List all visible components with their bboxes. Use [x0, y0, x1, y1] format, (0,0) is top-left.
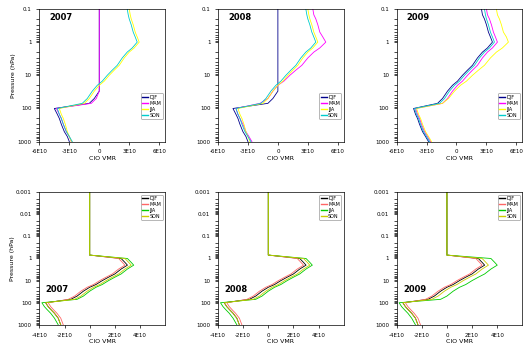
Legend: DJF, MAM, JJA, SON: DJF, MAM, JJA, SON: [141, 195, 163, 220]
Legend: DJF, MAM, JJA, SON: DJF, MAM, JJA, SON: [498, 195, 520, 220]
Text: 2008: 2008: [228, 13, 251, 22]
Text: 2009: 2009: [407, 13, 430, 22]
Text: 2007: 2007: [46, 285, 69, 294]
Y-axis label: Pressure (hPa): Pressure (hPa): [12, 53, 16, 98]
Legend: DJF, MAM, JJA, SON: DJF, MAM, JJA, SON: [319, 94, 341, 119]
Y-axis label: Pressure (hPa): Pressure (hPa): [9, 236, 15, 281]
X-axis label: ClO VMR: ClO VMR: [267, 339, 295, 344]
Text: 2009: 2009: [403, 285, 426, 294]
X-axis label: ClO VMR: ClO VMR: [267, 156, 295, 161]
X-axis label: ClO VMR: ClO VMR: [89, 339, 116, 344]
X-axis label: ClO VMR: ClO VMR: [446, 156, 473, 161]
X-axis label: ClO VMR: ClO VMR: [446, 339, 473, 344]
Legend: DJF, MAM, JJA, SON: DJF, MAM, JJA, SON: [498, 94, 520, 119]
Legend: DJF, MAM, JJA, SON: DJF, MAM, JJA, SON: [141, 94, 163, 119]
X-axis label: ClO VMR: ClO VMR: [89, 156, 116, 161]
Text: 2008: 2008: [224, 285, 247, 294]
Legend: DJF, MAM, JJA, SON: DJF, MAM, JJA, SON: [319, 195, 341, 220]
Text: 2007: 2007: [49, 13, 72, 22]
